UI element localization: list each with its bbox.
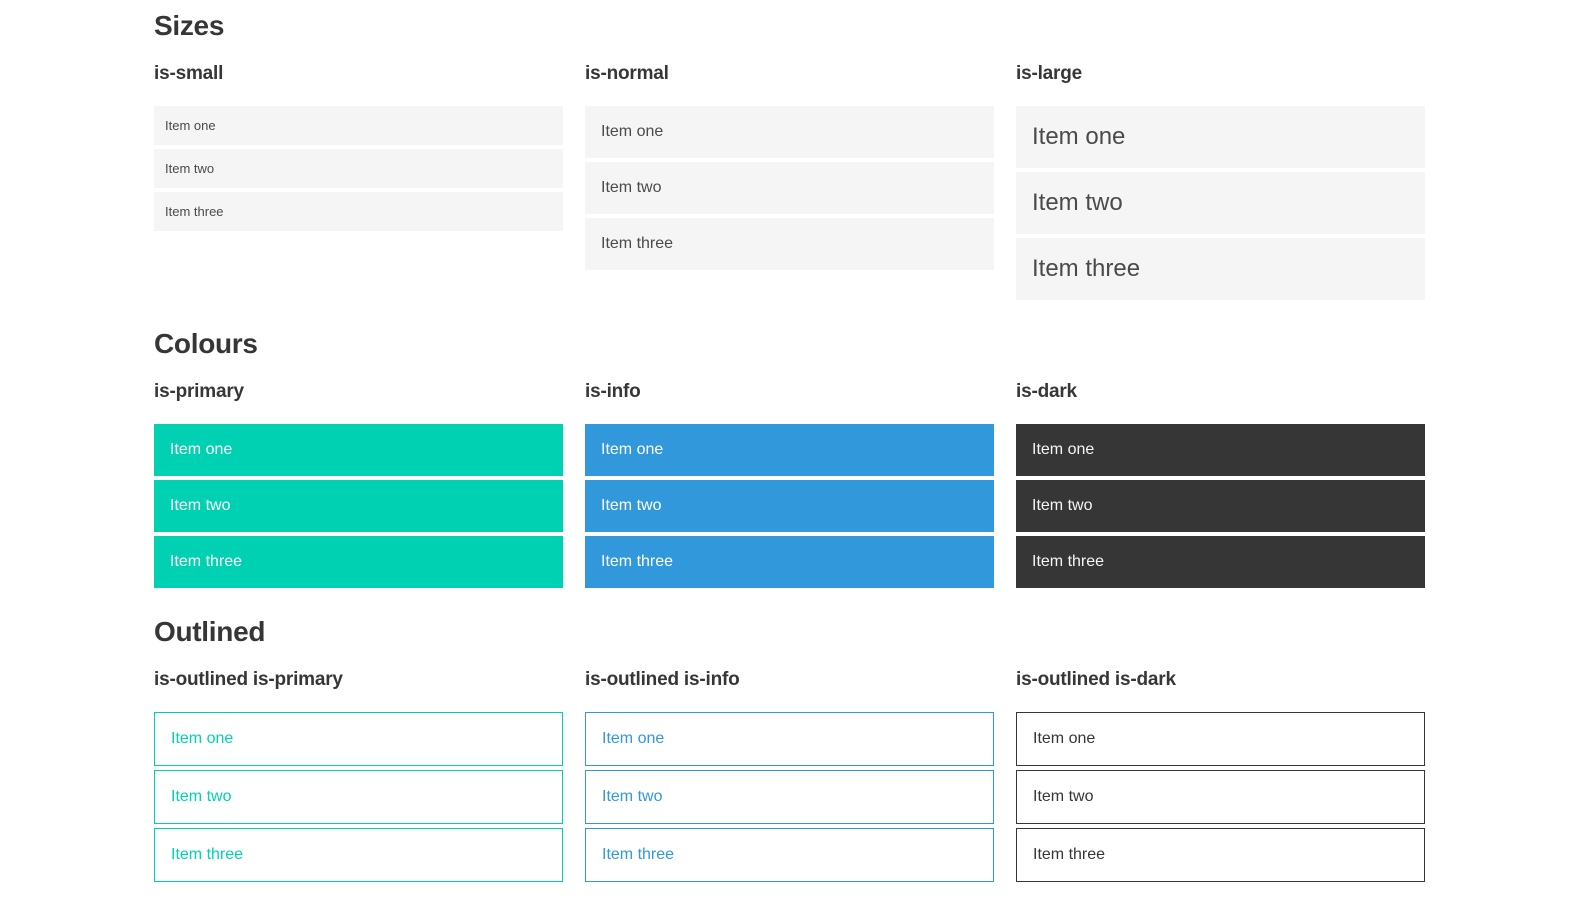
column-is-small: is-small Item one Item two Item three <box>154 64 563 231</box>
block-list-is-info: Item one Item two Item three <box>585 424 994 588</box>
block-list-is-outlined-is-dark: Item one Item two Item three <box>1016 712 1425 882</box>
column-is-outlined-is-primary: is-outlined is-primary Item one Item two It… <box>154 670 563 882</box>
block-list-item: Item two <box>1016 172 1425 234</box>
block-list-item: Item two <box>154 770 563 824</box>
column-is-large: is-large Item one Item two Item three <box>1016 64 1425 300</box>
section-sizes: Sizes is-small Item one Item two Item three i… <box>154 12 1425 300</box>
block-list-item: Item three <box>585 536 994 588</box>
block-list-is-outlined-is-primary: Item one Item two Item three <box>154 712 563 882</box>
block-list-item: Item three <box>154 536 563 588</box>
section-title-colours: Colours <box>154 328 258 359</box>
block-list-is-normal: Item one Item two Item three <box>585 106 994 270</box>
section-columns: is-outlined is-primary Item one Item two It… <box>154 670 1425 882</box>
block-list-item: Item one <box>154 424 563 476</box>
group-title-is-outlined-is-primary: is-outlined is-primary <box>154 669 343 690</box>
block-list-item: Item two <box>585 770 994 824</box>
column-is-normal: is-normal Item one Item two Item three <box>585 64 994 270</box>
group-title-is-info: is-info <box>585 381 641 402</box>
group-title-is-small: is-small <box>154 63 224 84</box>
block-list-item: Item three <box>1016 536 1425 588</box>
block-list-is-small: Item one Item two Item three <box>154 106 563 231</box>
block-list-item: Item one <box>154 712 563 766</box>
block-list-is-outlined-is-info: Item one Item two Item three <box>585 712 994 882</box>
group-title-is-normal: is-normal <box>585 63 669 84</box>
block-list-item: Item one <box>1016 712 1425 766</box>
block-list-demo-content: Sizes is-small Item one Item two Item three i… <box>154 12 1425 882</box>
section-outlined: Outlined is-outlined is-primary Item one It… <box>154 618 1425 882</box>
block-list-item: Item two <box>585 480 994 532</box>
block-list-item: Item one <box>1016 106 1425 168</box>
block-list-item: Item two <box>585 162 994 214</box>
block-list-item: Item two <box>154 149 563 188</box>
block-list-item: Item two <box>154 480 563 532</box>
section-colours: Colours is-primary Item one Item two Item th… <box>154 330 1425 588</box>
group-title-is-large: is-large <box>1016 63 1082 84</box>
group-title-is-dark: is-dark <box>1016 381 1077 402</box>
column-is-primary: is-primary Item one Item two Item three <box>154 382 563 588</box>
block-list-is-large: Item one Item two Item three <box>1016 106 1425 300</box>
block-list-item: Item one <box>585 424 994 476</box>
column-is-outlined-is-info: is-outlined is-info Item one Item two Item … <box>585 670 994 882</box>
block-list-item: Item one <box>154 106 563 145</box>
block-list-item: Item three <box>585 828 994 882</box>
column-is-outlined-is-dark: is-outlined is-dark Item one Item two Item … <box>1016 670 1425 882</box>
group-title-is-outlined-is-info: is-outlined is-info <box>585 669 740 690</box>
section-columns: is-small Item one Item two Item three is-nor… <box>154 64 1425 300</box>
block-list-item: Item three <box>1016 238 1425 300</box>
block-list-item: Item three <box>154 828 563 882</box>
column-is-dark: is-dark Item one Item two Item three <box>1016 382 1425 588</box>
block-list-is-primary: Item one Item two Item three <box>154 424 563 588</box>
block-list-item: Item one <box>585 106 994 158</box>
block-list-item: Item three <box>585 218 994 270</box>
block-list-is-dark: Item one Item two Item three <box>1016 424 1425 588</box>
section-title-outlined: Outlined <box>154 616 266 647</box>
block-list-item: Item two <box>1016 480 1425 532</box>
section-title-sizes: Sizes <box>154 10 225 41</box>
group-title-is-primary: is-primary <box>154 381 244 402</box>
section-columns: is-primary Item one Item two Item three is-i… <box>154 382 1425 588</box>
block-list-item: Item three <box>1016 828 1425 882</box>
column-is-info: is-info Item one Item two Item three <box>585 382 994 588</box>
block-list-item: Item three <box>154 192 563 231</box>
group-title-is-outlined-is-dark: is-outlined is-dark <box>1016 669 1176 690</box>
block-list-item: Item one <box>585 712 994 766</box>
block-list-item: Item one <box>1016 424 1425 476</box>
block-list-item: Item two <box>1016 770 1425 824</box>
